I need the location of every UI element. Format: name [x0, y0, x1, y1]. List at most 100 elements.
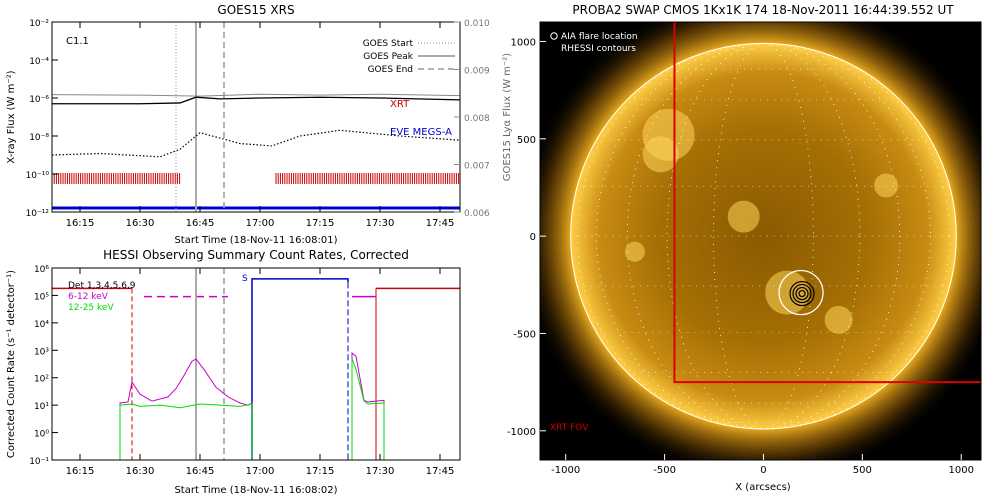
- swap-xtick-label: 0: [760, 465, 766, 476]
- hessi-ytick-label: 10²: [34, 375, 49, 385]
- hessi-xtick-label: 16:45: [186, 466, 215, 477]
- xrt-fov-box: [673, 22, 981, 384]
- goes-ytick-label: 10⁻⁴: [29, 57, 49, 67]
- swap-ytick-label: 1000: [511, 37, 536, 48]
- swap-xtick-label: -500: [653, 465, 676, 476]
- longitude-line: [666, 42, 861, 430]
- swap-xlabel: X (arcsecs): [735, 482, 791, 493]
- active-region: [624, 241, 645, 262]
- goes-ytick-label: 10⁻¹⁰: [26, 171, 50, 181]
- goes-xtick-label: 16:15: [66, 218, 95, 229]
- swap-xtick-label: -1000: [551, 465, 580, 476]
- goes-xtick-label: 17:15: [306, 218, 335, 229]
- goes-xrt-label: XRT: [390, 99, 410, 110]
- swap-ytick-label: 0: [530, 232, 536, 243]
- active-region: [642, 136, 679, 173]
- swap-legend-marker: [550, 32, 558, 40]
- goes-xtick-label: 16:30: [126, 218, 155, 229]
- goes-xtick-label: 17:45: [426, 218, 455, 229]
- goes-xtick-label: 16:45: [186, 218, 215, 229]
- hessi-ytick-label: 10⁵: [34, 292, 49, 302]
- goes-flare-class: C1.1: [66, 36, 89, 47]
- goes-series-long: [52, 96, 460, 105]
- hessi-xtick-label: 16:15: [66, 466, 95, 477]
- rhessi-contour: [798, 289, 806, 298]
- hessi-axes: 16:15 16:30 16:45 17:00 17:15 17:30 17:45 10⁻¹ 1…: [29, 265, 454, 477]
- hessi-xtick-label: 17:00: [246, 466, 275, 477]
- swap-ytick-label: -500: [513, 329, 536, 340]
- goes-y2tick-label: 0.008: [464, 114, 490, 124]
- hessi-ytick-label: 10⁴: [34, 320, 49, 330]
- swap-axes: -1000 -500 0 500 1000 -1000 -500 0 500 1000: [507, 37, 974, 476]
- goes-title: GOES15 XRS: [217, 3, 294, 17]
- rhessi-contour: [795, 286, 809, 301]
- hessi-series-high: [351, 358, 385, 460]
- goes-axes: 16:15 16:30 16:45 17:00 17:15 17:30 17:45 10⁻¹²…: [26, 19, 490, 229]
- longitude-line: [576, 42, 951, 430]
- longitude-line: [713, 42, 814, 430]
- swap-legend-label: RHESSI contours: [561, 44, 636, 54]
- hessi-ytick-label: 10⁰: [34, 430, 49, 440]
- longitude-line: [596, 42, 931, 430]
- hessi-saa-label: S: [242, 274, 248, 284]
- hessi-xtick-label: 17:30: [366, 466, 395, 477]
- active-region: [874, 173, 899, 198]
- hessi-series-high: [119, 403, 253, 460]
- goes-legend-label: GOES Start: [363, 39, 414, 49]
- solar-disk: [570, 43, 957, 429]
- hessi-ytick-label: 10³: [34, 347, 49, 357]
- swap-ytick-label: -1000: [507, 427, 536, 438]
- hessi-xlabel: Start Time (18-Nov-11 16:08:02): [174, 485, 337, 496]
- goes-xtick-label: 17:00: [246, 218, 275, 229]
- swap-ytick-label: 500: [517, 135, 536, 146]
- goes-series-lya: [52, 93, 460, 97]
- swap-xrt-fov-label: XRT FOV: [550, 423, 589, 433]
- swap-legend-marker: [550, 44, 558, 52]
- swap-image: [540, 22, 981, 460]
- goes-legend-label: GOES Peak: [363, 52, 413, 62]
- goes-ytick-label: 10⁻¹²: [26, 209, 50, 219]
- swap-image-panel: PROBA2 SWAP CMOS 1Kx1K 174 18-Nov-2011 1…: [507, 3, 982, 493]
- active-region: [824, 305, 853, 334]
- hessi-legend-label: Det 1,3,4,5,6,9: [68, 281, 136, 291]
- swap-frame: [539, 21, 982, 461]
- hessi-ylabel: Corrected Count Rate (s⁻¹ detector⁻¹): [6, 270, 17, 458]
- swap-legend-label: AIA flare location: [561, 32, 638, 42]
- hessi-title: HESSI Observing Summary Count Rates, Cor…: [103, 248, 409, 262]
- aia-flare-circle: [778, 269, 824, 316]
- hessi-ytick-label: 10⁶: [34, 265, 49, 275]
- rhessi-contour: [792, 283, 812, 304]
- goes-y2label: GOES15 Lyα Flux (W m⁻²): [502, 53, 513, 181]
- goes-legend: GOES Start GOES Peak GOES End: [363, 39, 455, 75]
- hessi-frame: [51, 267, 461, 461]
- hessi-series-low: [351, 351, 385, 460]
- hessi-legend-label: 12-25 keV: [68, 303, 114, 313]
- goes-ytick-label: 10⁻²: [29, 19, 49, 29]
- hessi-series-low: [119, 358, 253, 460]
- hessi-xtick-label: 17:15: [306, 466, 335, 477]
- goes-ylabel: X-ray Flux (W m⁻²): [6, 70, 17, 163]
- swap-legend: AIA flare location RHESSI contours: [550, 32, 638, 54]
- swap-xtick-label: 1000: [948, 465, 973, 476]
- goes-eve-label: EVE MEGS-A: [390, 127, 452, 138]
- goes-ytick-label: 10⁻⁶: [29, 95, 49, 105]
- goes-y2tick-label: 0.007: [464, 162, 490, 172]
- goes-xrs-panel: GOES15 XRS 16:15 16:30 16:45 17:00 17:15 17:3…: [6, 3, 513, 246]
- active-region: [765, 270, 810, 315]
- hessi-panel: HESSI Observing Summary Count Rates, Cor…: [6, 248, 461, 496]
- goes-xlabel: Start Time (18-Nov-11 16:08:01): [174, 235, 337, 246]
- goes-plot-area: [52, 22, 460, 212]
- active-region: [727, 200, 760, 233]
- hessi-xtick-label: 16:30: [126, 466, 155, 477]
- hessi-xtick-label: 17:45: [426, 466, 455, 477]
- goes-ytick-label: 10⁻⁸: [29, 133, 49, 143]
- goes-legend-label: GOES End: [368, 65, 413, 75]
- swap-title: PROBA2 SWAP CMOS 1Kx1K 174 18-Nov-2011 1…: [572, 3, 954, 17]
- hessi-ytick-label: 10¹: [34, 402, 49, 412]
- hessi-plot-area: S: [52, 268, 460, 460]
- goes-y2tick-label: 0.010: [464, 19, 490, 29]
- rhessi-contour: [789, 280, 815, 307]
- longitude-line: [626, 42, 901, 430]
